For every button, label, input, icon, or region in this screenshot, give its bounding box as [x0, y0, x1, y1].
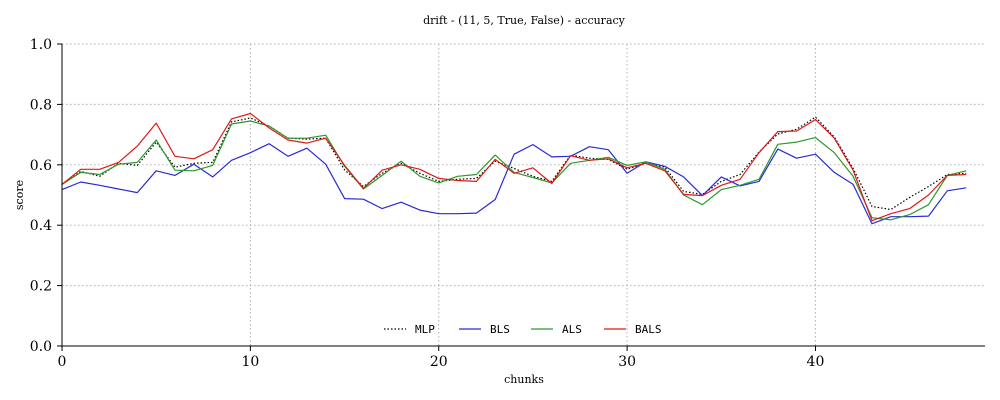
x-tick-label: 20 — [430, 354, 448, 370]
series-lines — [61, 112, 967, 225]
legend-item-als: ALS — [531, 323, 582, 336]
legend-item-bals: BALS — [604, 323, 662, 336]
series-line-bals — [61, 112, 967, 222]
y-axis-label: score — [13, 180, 26, 210]
x-tick-label: 0 — [58, 354, 67, 370]
tick-marks: 0 10 20 30 40 0.0 0.2 0.4 0.6 0.8 1.0 — [30, 37, 825, 370]
axes — [61, 44, 985, 347]
legend-label: MLP — [415, 323, 435, 336]
legend-label: BLS — [490, 323, 510, 336]
y-tick-label: 0.4 — [30, 218, 52, 234]
y-tick-label: 0.6 — [30, 158, 52, 174]
legend-item-mlp: MLP — [384, 323, 435, 336]
y-tick-label: 0.0 — [30, 339, 52, 355]
x-tick-label: 10 — [241, 354, 259, 370]
y-tick-label: 0.2 — [30, 279, 52, 295]
legend-item-bls: BLS — [459, 323, 510, 336]
y-tick-label: 1.0 — [30, 37, 52, 53]
x-axis-label: chunks — [504, 373, 544, 386]
x-tick-label: 30 — [618, 354, 636, 370]
series-line-bls — [61, 143, 967, 225]
y-tick-label: 0.8 — [30, 97, 52, 113]
legend: MLP BLS ALS BALS — [384, 323, 662, 336]
legend-label: BALS — [635, 323, 662, 336]
grid-lines — [61, 43, 985, 347]
series-line-mlp — [61, 116, 967, 211]
legend-label: ALS — [562, 323, 582, 336]
x-tick-label: 40 — [807, 354, 825, 370]
series-line-als — [61, 120, 967, 221]
chart-title: drift - (11, 5, True, False) - accuracy — [423, 14, 626, 27]
